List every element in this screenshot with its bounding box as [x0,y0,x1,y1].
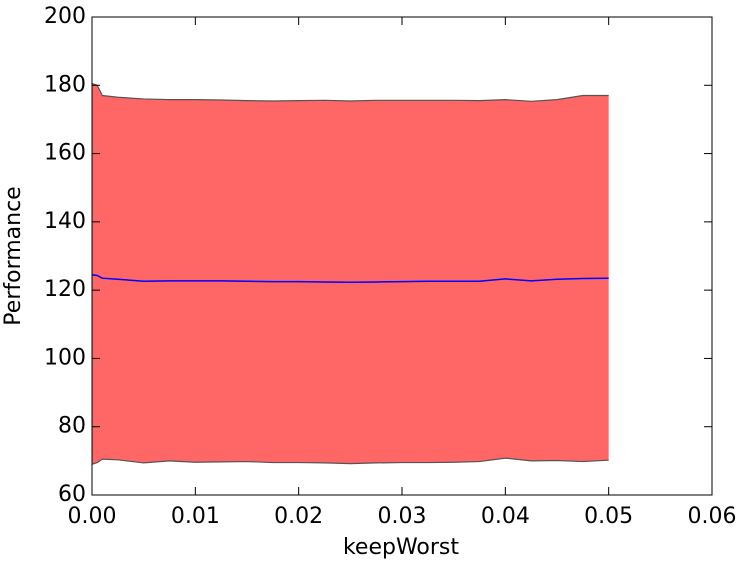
y-tick-label: 180 [44,72,86,97]
x-tick-label: 0.05 [584,504,633,529]
y-tick-label: 60 [58,482,86,507]
band-upper-edge [91,83,609,102]
y-tick-label: 200 [44,4,86,29]
std-band [92,83,609,465]
x-tick-label: 0.01 [171,504,220,529]
y-tick-label: 160 [44,141,86,166]
x-tick-label: 0.06 [688,504,737,529]
x-tick-label: 0.04 [481,504,530,529]
x-tick-label: 0.00 [68,504,117,529]
mean-line [91,274,609,284]
y-tick-label: 100 [44,345,86,370]
y-tick-label: 120 [44,277,86,302]
y-axis-label: Performance [1,186,26,325]
x-axis-label: keepWorst [343,535,459,560]
x-tick-label: 0.02 [274,504,323,529]
x-tick-label: 0.03 [378,504,427,529]
y-tick-label: 80 [58,414,86,439]
band-lower-edge [91,457,609,465]
y-tick-label: 140 [44,209,86,234]
